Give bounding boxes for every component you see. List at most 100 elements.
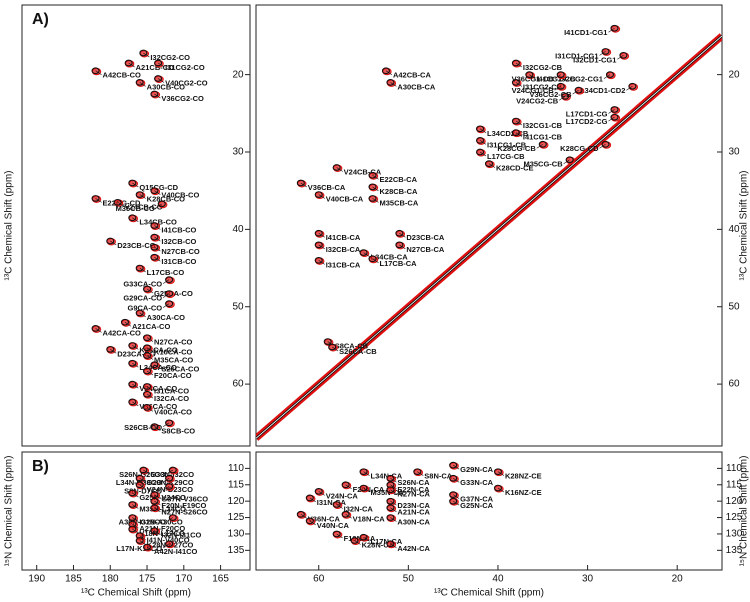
- leader: [95, 70, 102, 76]
- peak: [350, 537, 359, 544]
- peak-label: V36N-CA: [308, 514, 341, 523]
- panel-frame: [21, 4, 251, 447]
- peak-label: A21N-F20CO: [139, 524, 185, 533]
- peak-label: M35CB-CA: [380, 198, 419, 207]
- peak-label: V40CB-CA: [326, 195, 364, 204]
- peak: [341, 481, 350, 489]
- peak-label: A42N-I41CO: [154, 547, 198, 556]
- peak: [386, 514, 395, 521]
- peak-label: Q15CG-CD: [139, 183, 178, 192]
- leader: [162, 543, 170, 549]
- peak-label: I41CG2-CB: [536, 75, 576, 84]
- peak-label: I31CG2-CB: [523, 82, 563, 91]
- peak-label: F20CA-CO: [154, 371, 192, 380]
- peak: [368, 255, 377, 263]
- leader: [132, 401, 139, 407]
- peak-label: A21N-CA: [397, 508, 430, 517]
- leader: [332, 346, 339, 352]
- peak-label: L17CD2-CG: [566, 117, 608, 126]
- y-tick-label: 20: [232, 69, 244, 80]
- peak: [538, 140, 547, 148]
- peak-label: A42CA-CO: [103, 328, 142, 337]
- peak: [386, 79, 395, 86]
- leader: [452, 464, 460, 470]
- x-tick-label: 190: [28, 574, 45, 585]
- peak-label: A21CB-CO: [136, 63, 175, 72]
- peak: [165, 276, 174, 284]
- leader: [417, 471, 424, 476]
- peak-label: V36CG2-CB: [530, 90, 573, 99]
- peak-label: V24CB-CO: [125, 202, 163, 211]
- peak-label: S8CB-CO: [161, 427, 195, 436]
- leader: [336, 504, 343, 509]
- y-tick-label: 135: [228, 545, 245, 556]
- peak-label: I32CG2-CG1: [559, 75, 603, 84]
- peak: [484, 160, 494, 167]
- peak: [150, 497, 159, 505]
- peak-label: V24CB-CA: [344, 167, 382, 176]
- peak: [601, 48, 610, 55]
- leader: [300, 514, 307, 519]
- peak-label: I32CB-CA: [326, 245, 361, 254]
- leader: [166, 469, 173, 475]
- y-tick-label: 20: [728, 69, 740, 80]
- leader: [154, 500, 161, 506]
- leader: [554, 85, 561, 91]
- y-tick-label: 130: [228, 529, 245, 540]
- peak: [139, 466, 148, 474]
- leader: [139, 194, 146, 199]
- peak-label: G33CA-CO: [123, 280, 162, 289]
- leader: [479, 128, 487, 134]
- leader: [309, 497, 316, 503]
- peak: [314, 191, 323, 198]
- leader: [146, 347, 154, 352]
- leader: [626, 85, 633, 91]
- peak: [91, 195, 100, 202]
- peak-label: K28N-CA: [362, 540, 395, 549]
- peak-label: V18N-L17CO: [139, 529, 185, 538]
- y-tick-label: 125: [726, 512, 743, 523]
- peak-label: A30N-CA: [397, 518, 430, 527]
- peak: [381, 67, 390, 75]
- peak-label: I31CG2-CO: [165, 63, 205, 72]
- peak-label: L34CB-CO: [139, 218, 177, 227]
- peak: [142, 383, 152, 390]
- peak-label: V40CA-CO: [154, 407, 192, 416]
- leader: [154, 256, 161, 262]
- peak: [150, 233, 159, 241]
- peak: [610, 106, 619, 113]
- leader: [309, 520, 316, 526]
- leader: [563, 159, 570, 164]
- peak-label: L34CB-CA: [371, 253, 409, 262]
- leader: [390, 507, 397, 512]
- y-tick-label: 110: [726, 463, 742, 474]
- peak-label: K28NZ-CE: [505, 472, 542, 481]
- peak: [128, 342, 137, 349]
- leader: [559, 96, 566, 101]
- peak: [128, 359, 137, 367]
- leader: [390, 517, 397, 522]
- peak-label: A30N-G29CO: [119, 518, 166, 527]
- peak: [165, 300, 174, 307]
- leader: [146, 386, 154, 391]
- peak-label: L17N-CA: [371, 537, 403, 546]
- peak: [135, 474, 144, 482]
- leader: [372, 174, 379, 180]
- leader: [139, 540, 146, 545]
- leader: [336, 167, 343, 172]
- peak: [610, 24, 619, 32]
- y-tick-label: 125: [228, 512, 245, 523]
- peak: [142, 285, 152, 293]
- peak: [142, 390, 152, 398]
- peak-label: V36CG1-CB: [512, 75, 555, 84]
- panel-label: B): [32, 458, 49, 475]
- leader: [452, 494, 460, 499]
- peak-label: K16NZ-CE: [505, 488, 542, 497]
- peak: [561, 92, 570, 100]
- peak: [168, 466, 177, 474]
- peak: [449, 474, 458, 482]
- peak: [150, 222, 159, 229]
- peak-label: S26CA-CO: [161, 365, 199, 374]
- peak: [165, 540, 174, 548]
- leader: [154, 507, 161, 512]
